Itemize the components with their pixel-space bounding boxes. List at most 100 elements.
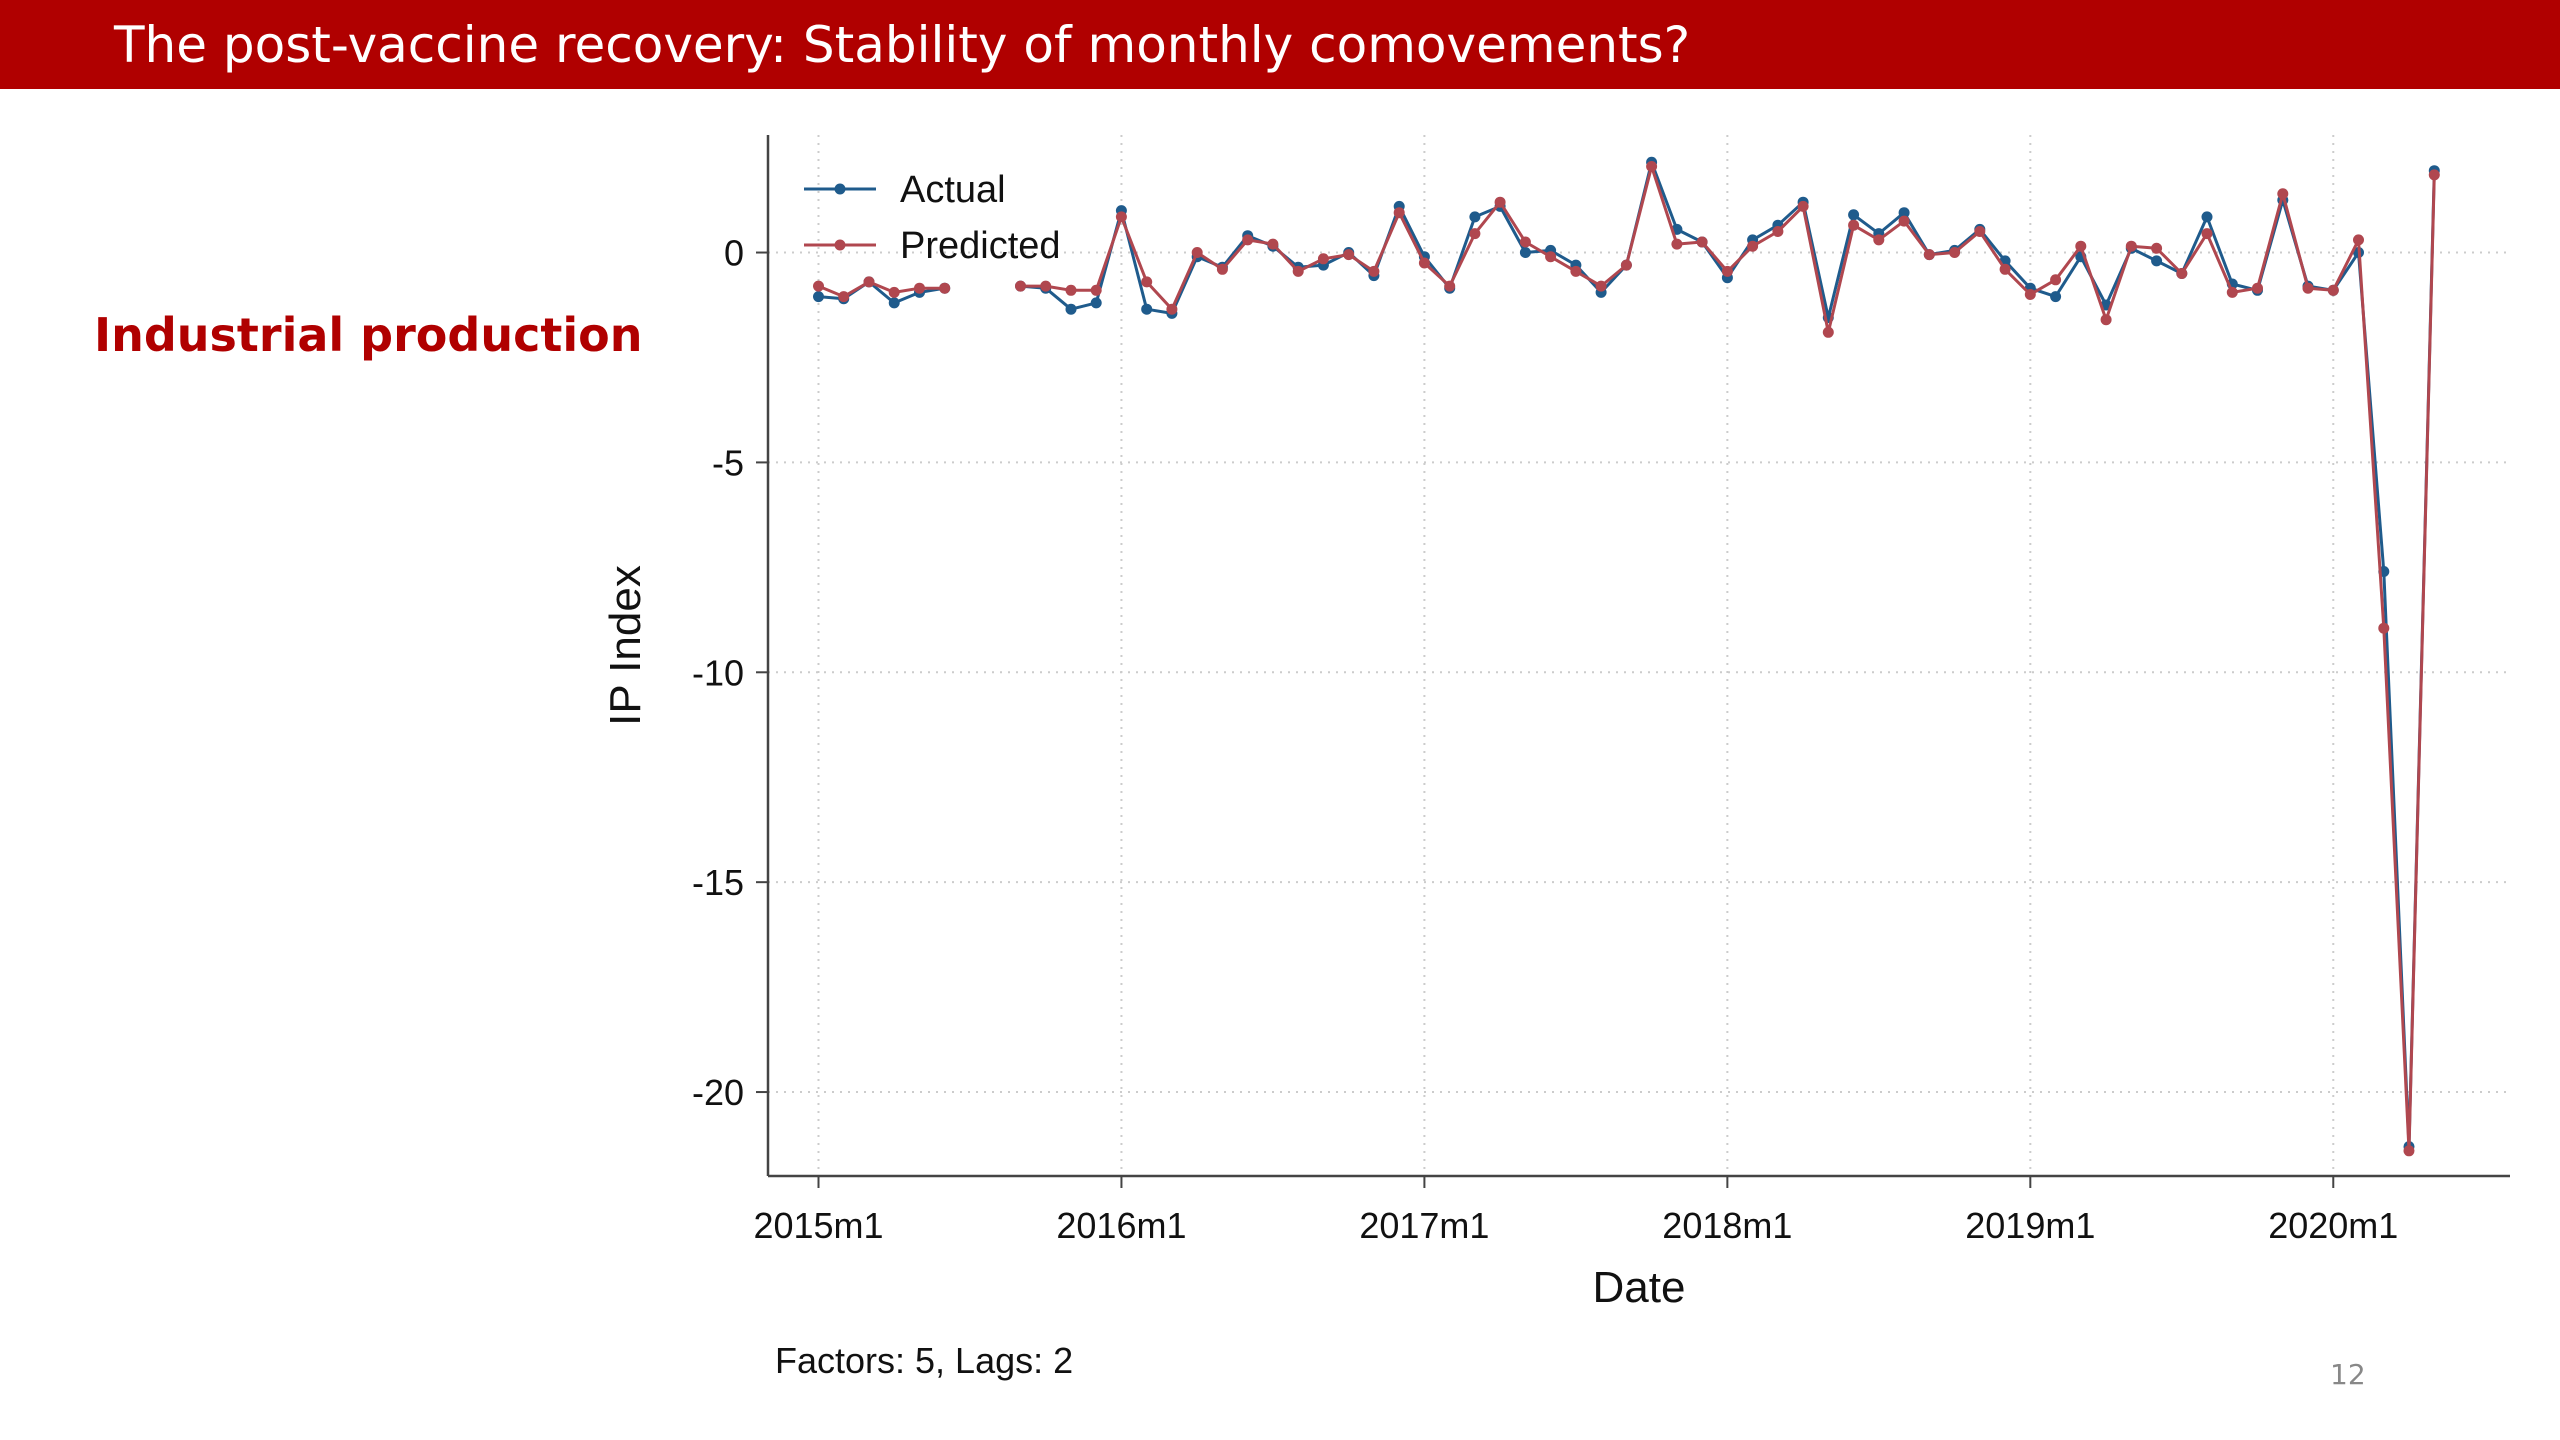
data-point-predicted xyxy=(1242,234,1254,246)
data-point-predicted xyxy=(1772,226,1784,237)
data-point-predicted xyxy=(1368,265,1380,277)
data-point-actual xyxy=(888,297,900,309)
data-point-predicted xyxy=(1317,253,1329,265)
data-point-predicted xyxy=(1418,257,1430,269)
legend-marker-actual xyxy=(834,183,846,195)
data-point-predicted xyxy=(888,286,900,298)
data-point-actual xyxy=(2151,255,2163,267)
chart-legend: Actual Predicted xyxy=(804,169,1061,267)
data-point-predicted xyxy=(2075,240,2087,252)
y-tick-label: -15 xyxy=(692,862,744,903)
data-point-predicted xyxy=(2050,274,2062,286)
data-point-predicted xyxy=(1923,249,1935,261)
data-point-predicted xyxy=(1090,284,1102,296)
x-tick-label: 2018m1 xyxy=(1662,1205,1792,1246)
data-point-actual xyxy=(2201,211,2213,223)
data-point-predicted xyxy=(1292,265,1304,277)
data-point-predicted xyxy=(2327,284,2339,296)
y-tick-label: 0 xyxy=(724,233,744,274)
data-point-predicted xyxy=(1267,238,1279,250)
data-point-predicted xyxy=(813,280,824,292)
data-point-predicted xyxy=(2201,228,2213,240)
slide-title: The post-vaccine recovery: Stability of … xyxy=(114,16,1691,74)
y-tick-label: -20 xyxy=(692,1072,744,1113)
data-point-predicted xyxy=(1848,219,1860,231)
x-tick-label: 2016m1 xyxy=(1056,1205,1186,1246)
title-bar: The post-vaccine recovery: Stability of … xyxy=(0,0,2560,89)
data-point-predicted xyxy=(1141,276,1153,288)
data-point-predicted xyxy=(1620,259,1632,271)
data-point-predicted xyxy=(1873,234,1885,246)
data-point-predicted xyxy=(1999,263,2011,275)
page-number: 12 xyxy=(2330,1358,2366,1391)
data-point-predicted xyxy=(2176,268,2188,279)
data-point-actual xyxy=(1519,247,1531,258)
data-point-predicted xyxy=(1747,240,1759,252)
data-point-predicted xyxy=(1166,303,1178,315)
series-line-predicted xyxy=(817,165,2436,1153)
data-point-actual xyxy=(1090,297,1102,309)
data-point-actual xyxy=(1898,207,1910,219)
legend-marker-predicted xyxy=(834,239,846,251)
series-actual xyxy=(813,156,2440,1153)
x-tick-label: 2015m1 xyxy=(753,1205,883,1246)
data-point-predicted xyxy=(1949,247,1961,258)
data-point-predicted xyxy=(2100,314,2112,326)
data-point-predicted xyxy=(939,282,951,294)
chart-grid xyxy=(768,135,2510,1176)
x-tick-label: 2017m1 xyxy=(1359,1205,1489,1246)
data-point-predicted xyxy=(1216,263,1228,275)
data-point-predicted xyxy=(1519,236,1531,248)
data-point-predicted xyxy=(1343,249,1355,261)
data-point-predicted xyxy=(1545,251,1557,263)
legend-label-actual: Actual xyxy=(900,169,1006,211)
data-point-predicted xyxy=(1444,280,1456,292)
data-point-predicted xyxy=(914,282,925,294)
data-point-predicted xyxy=(1646,161,1658,172)
data-point-actual xyxy=(813,291,824,303)
data-point-actual xyxy=(1469,211,1481,223)
data-point-predicted xyxy=(2378,622,2390,634)
data-point-predicted xyxy=(1797,200,1809,212)
data-point-predicted xyxy=(2302,282,2314,294)
x-axis-title: Date xyxy=(1593,1263,1686,1312)
data-point-predicted xyxy=(1570,265,1582,277)
data-point-actual xyxy=(2050,291,2062,303)
series-line-actual xyxy=(818,160,2436,1149)
data-point-predicted xyxy=(1191,247,1203,258)
data-point-predicted xyxy=(2428,169,2440,181)
x-tick-label: 2020m1 xyxy=(2268,1205,2398,1246)
y-tick-label: -10 xyxy=(692,652,744,693)
data-point-predicted xyxy=(2125,240,2137,252)
section-label: Industrial production xyxy=(94,308,643,362)
data-point-predicted xyxy=(2151,242,2163,254)
data-point-predicted xyxy=(2403,1145,2415,1157)
x-tick-label: 2019m1 xyxy=(1965,1205,2095,1246)
data-point-predicted xyxy=(1595,280,1607,292)
chart-axes: 0 -5 -10 -15 -20 2015m1 2016m1 2017m1 2018m1 2019… xyxy=(601,135,2510,1312)
chart-series xyxy=(813,156,2440,1157)
data-point-predicted xyxy=(1115,211,1127,223)
data-point-predicted xyxy=(1721,265,1733,277)
data-point-predicted xyxy=(1822,326,1834,338)
data-point-predicted xyxy=(863,276,875,288)
data-point-predicted xyxy=(1974,226,1986,237)
data-point-actual xyxy=(1141,303,1153,315)
y-axis-title: IP Index xyxy=(601,565,650,726)
model-note: Factors: 5, Lags: 2 xyxy=(775,1340,1074,1381)
data-point-predicted xyxy=(1898,215,1910,227)
data-point-predicted xyxy=(1065,284,1077,296)
data-point-predicted xyxy=(1393,207,1405,219)
data-point-predicted xyxy=(2252,282,2263,294)
data-point-predicted xyxy=(1671,238,1683,250)
data-point-predicted xyxy=(1494,196,1506,208)
data-point-predicted xyxy=(2024,289,2036,300)
data-point-actual xyxy=(1065,303,1077,315)
data-point-predicted xyxy=(1015,280,1026,292)
legend-label-predicted: Predicted xyxy=(900,225,1061,267)
data-point-predicted xyxy=(1469,228,1481,240)
data-point-predicted xyxy=(2226,286,2238,298)
data-point-predicted xyxy=(838,291,850,303)
data-point-predicted xyxy=(1040,280,1052,292)
